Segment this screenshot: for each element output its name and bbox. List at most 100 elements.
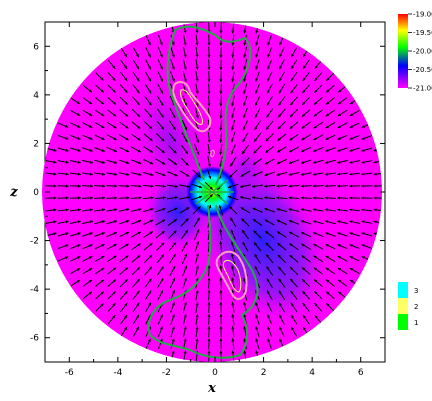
velocity-arrow-head (136, 290, 140, 295)
main-colorbar-labels: -19.00 -19.50 -20.00 -20.50 -21.00 (408, 11, 432, 93)
velocity-arrow-head (184, 150, 188, 154)
velocity-arrow-head (230, 151, 234, 155)
x-tick-label: -4 (113, 368, 122, 378)
main-colorbar: -19.00 -19.50 -20.00 -20.50 -21.00 (398, 11, 432, 93)
velocity-arrow-head (195, 91, 199, 95)
velocity-arrow-head (159, 54, 163, 58)
velocity-arrow-head (172, 278, 176, 282)
velocity-arrow-head (314, 65, 318, 69)
velocity-arrow-head (209, 194, 213, 198)
velocity-arrow-head (65, 232, 69, 236)
velocity-arrow-head (137, 149, 141, 153)
velocity-arrow-head (218, 205, 222, 209)
velocity-arrow-head (373, 220, 377, 224)
velocity-arrow-head (207, 139, 211, 143)
velocity-arrow-head (228, 195, 232, 199)
velocity-arrow-head (184, 138, 188, 143)
velocity-arrow-head (326, 291, 330, 295)
velocity-arrow-head (252, 173, 256, 177)
velocity-arrow-head (137, 219, 142, 223)
velocity-arrow-head (207, 265, 211, 269)
velocity-arrow-head (160, 90, 163, 94)
velocity-arrow-head (197, 206, 201, 210)
x-tick-label: 4 (309, 368, 315, 378)
velocity-arrow-head (77, 148, 81, 152)
velocity-arrow-head (124, 315, 128, 319)
velocity-arrow-head (255, 54, 259, 58)
velocity-arrow-head (53, 196, 57, 200)
velocity-arrow-head (278, 290, 282, 294)
velocity-arrow-head (172, 266, 176, 270)
velocity-arrow-head (196, 241, 200, 245)
velocity-arrow-head (161, 242, 165, 246)
velocity-arrow-head (349, 196, 353, 200)
velocity-arrow-head (125, 149, 129, 153)
velocity-arrow-head (314, 291, 318, 295)
velocity-arrow-head (100, 291, 104, 295)
velocity-arrow-head (290, 278, 294, 283)
velocity-arrow-head (138, 208, 142, 212)
velocity-arrow-head (196, 253, 199, 257)
velocity-arrow-head (162, 196, 166, 200)
velocity-arrow-head (172, 138, 176, 142)
velocity-arrow-head (136, 314, 139, 319)
velocity-arrow-head (255, 338, 259, 342)
velocity-arrow-head (230, 163, 234, 167)
velocity-arrow-head (277, 231, 281, 235)
velocity-arrow-head (219, 42, 223, 46)
velocity-arrow-head (195, 54, 199, 58)
velocity-arrow-head (161, 149, 165, 153)
velocity-arrow-head (325, 267, 330, 271)
velocity-arrow-head (136, 267, 140, 271)
velocity-arrow-head (314, 89, 318, 93)
velocity-arrow-head (349, 208, 353, 212)
velocity-arrow-head (219, 229, 223, 233)
velocity-arrow-head (264, 196, 268, 200)
velocity-arrow-head (113, 255, 117, 259)
velocity-arrow-head (219, 241, 223, 245)
velocity-arrow-head (161, 138, 165, 142)
velocity-arrow-head (314, 101, 318, 105)
velocity-arrow-head (276, 173, 280, 176)
velocity-arrow-head (301, 149, 305, 153)
velocity-arrow-head (195, 66, 199, 70)
velocity-arrow-head (124, 291, 128, 295)
velocity-arrow-head (361, 124, 365, 128)
velocity-arrow-head (301, 137, 305, 141)
velocity-arrow-head (171, 350, 175, 354)
velocity-arrow-head (100, 279, 104, 283)
velocity-arrow-head (77, 244, 81, 248)
velocity-arrow-head (313, 113, 318, 117)
velocity-arrow-head (112, 279, 116, 283)
velocity-arrow-head (149, 219, 154, 223)
velocity-arrow-head (114, 184, 118, 188)
velocity-arrow-head (159, 326, 163, 330)
velocity-arrow-head (291, 326, 294, 331)
velocity-arrow-head (136, 326, 139, 331)
velocity-arrow-head (277, 243, 281, 247)
velocity-arrow-head (267, 78, 270, 82)
x-tick-label: 6 (358, 368, 364, 378)
velocity-arrow-head (242, 126, 246, 131)
velocity-arrow-head (231, 338, 235, 342)
velocity-arrow-head (89, 256, 93, 259)
velocity-arrow-head (313, 149, 317, 152)
velocity-arrow-head (162, 207, 166, 211)
velocity-arrow-head (231, 127, 234, 131)
velocity-arrow-head (124, 327, 127, 331)
velocity-arrow-head (252, 207, 256, 211)
velocity-arrow-head (89, 136, 93, 140)
velocity-arrow-head (207, 314, 211, 317)
velocity-arrow-head (101, 256, 105, 259)
velocity-arrow-head (337, 208, 341, 212)
velocity-arrow-head (89, 160, 93, 164)
velocity-arrow-head (149, 243, 153, 247)
velocity-arrow-head (184, 241, 188, 246)
velocity-arrow-head (126, 172, 130, 176)
contour-green-lower (147, 204, 259, 359)
velocity-arrow-head (219, 350, 223, 354)
velocity-arrow-head (300, 196, 304, 200)
velocity-arrow-head (253, 219, 257, 223)
velocity-arrow-head (100, 77, 104, 81)
velocity-arrow-head (136, 113, 140, 117)
